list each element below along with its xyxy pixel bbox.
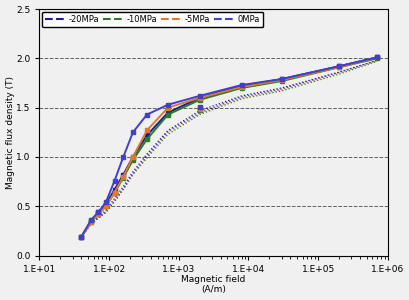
-20MPa — [279, 77, 283, 81]
0MPa — [279, 77, 283, 81]
0MPa — [121, 155, 126, 159]
0MPa — [103, 201, 108, 204]
-10MPa — [103, 205, 108, 208]
-5MPa — [112, 191, 117, 194]
0MPa — [130, 130, 135, 134]
Line: -5MPa: -5MPa — [80, 56, 378, 238]
-20MPa — [103, 202, 108, 206]
-5MPa — [279, 78, 283, 82]
-10MPa — [96, 212, 101, 216]
-10MPa — [374, 57, 379, 60]
-20MPa — [144, 134, 149, 137]
Legend: -20MPa, -10MPa, -5MPa, 0MPa: -20MPa, -10MPa, -5MPa, 0MPa — [42, 12, 263, 27]
0MPa — [96, 210, 101, 214]
Y-axis label: Magnetic flux density (T): Magnetic flux density (T) — [6, 76, 15, 189]
-5MPa — [165, 106, 170, 110]
-10MPa — [112, 191, 117, 194]
-10MPa — [121, 176, 126, 179]
-10MPa — [197, 98, 202, 102]
Line: -10MPa: -10MPa — [80, 57, 378, 239]
-5MPa — [121, 175, 126, 178]
-10MPa — [238, 86, 243, 90]
0MPa — [336, 64, 341, 68]
-10MPa — [336, 65, 341, 69]
-20MPa — [165, 111, 170, 114]
-20MPa — [96, 210, 101, 214]
0MPa — [197, 94, 202, 98]
-5MPa — [197, 96, 202, 100]
-20MPa — [374, 56, 379, 59]
-10MPa — [144, 137, 149, 141]
Line: 0MPa: 0MPa — [80, 56, 378, 238]
-10MPa — [165, 113, 170, 116]
-5MPa — [374, 56, 379, 59]
0MPa — [165, 103, 170, 106]
0MPa — [88, 218, 93, 222]
-5MPa — [144, 129, 149, 132]
-20MPa — [197, 96, 202, 100]
-5MPa — [130, 155, 135, 159]
-20MPa — [112, 188, 117, 191]
-5MPa — [336, 65, 341, 69]
0MPa — [238, 83, 243, 87]
-5MPa — [79, 235, 83, 239]
-20MPa — [130, 155, 135, 159]
-10MPa — [79, 235, 83, 239]
-20MPa — [121, 173, 126, 177]
0MPa — [144, 113, 149, 116]
-20MPa — [79, 235, 83, 239]
0MPa — [79, 235, 83, 239]
-10MPa — [130, 158, 135, 162]
Line: -20MPa: -20MPa — [80, 56, 378, 238]
-5MPa — [88, 220, 93, 224]
X-axis label: Magnetic field
(A/m): Magnetic field (A/m) — [181, 275, 245, 294]
0MPa — [112, 179, 117, 182]
-5MPa — [96, 212, 101, 216]
-10MPa — [279, 79, 283, 83]
-20MPa — [88, 219, 93, 223]
-10MPa — [88, 220, 93, 224]
0MPa — [374, 56, 379, 59]
-5MPa — [103, 205, 108, 208]
-20MPa — [238, 84, 243, 88]
-20MPa — [336, 64, 341, 68]
-5MPa — [238, 85, 243, 89]
